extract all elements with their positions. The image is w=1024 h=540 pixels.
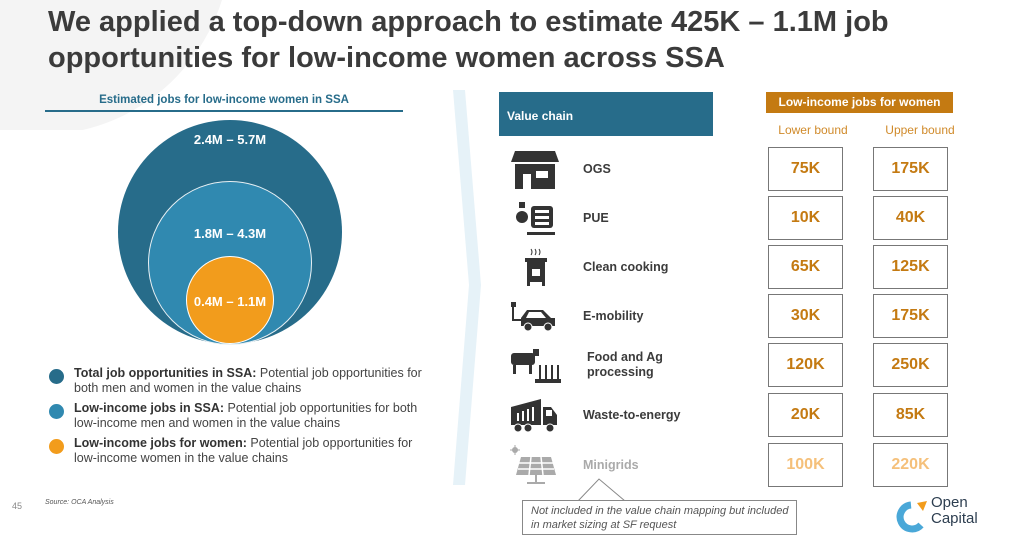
- solar-panel-icon: [510, 445, 556, 484]
- cow-crops-icon: [511, 349, 561, 383]
- lower-bound-value: 75K: [768, 147, 843, 191]
- legend-item: Total job opportunities in SSA: Potentia…: [46, 366, 426, 396]
- circle-label: 1.8M – 4.3M: [193, 226, 267, 241]
- slide-title: We applied a top-down approach to estima…: [48, 6, 889, 74]
- legend-dot: [49, 369, 64, 384]
- background-shape: [0, 0, 222, 130]
- row-label: Waste-to-energy: [583, 407, 681, 422]
- table-row: PUE 10K 40K: [499, 196, 959, 240]
- upper-bound-value: 125K: [873, 245, 948, 289]
- logo-mark-icon: [896, 501, 927, 533]
- open-capital-logo: Open Capital: [893, 495, 1003, 535]
- table-row: Minigrids 100K 220K: [499, 443, 959, 487]
- source-note: Source: OCA Analysis: [45, 499, 114, 506]
- legend-item: Low-income jobs in SSA: Potential job op…: [46, 401, 426, 431]
- callout-pointer: [577, 478, 626, 502]
- circle-women-jobs: 0.4M – 1.1M: [186, 256, 274, 344]
- lower-bound-value: 20K: [768, 393, 843, 437]
- value-chain-header: Value chain: [499, 92, 713, 136]
- row-label: OGS: [583, 161, 611, 176]
- page-number: 45: [12, 501, 23, 511]
- electric-car-icon: [511, 302, 555, 332]
- row-label: Minigrids: [583, 457, 639, 472]
- row-label: Food and Ag processing: [587, 350, 663, 379]
- legend-term: Low-income jobs in SSA:: [74, 401, 225, 415]
- upper-bound-value: 175K: [873, 147, 948, 191]
- lower-bound-value: 10K: [768, 196, 843, 240]
- lower-bound-value: 30K: [768, 294, 843, 338]
- upper-bound-value: 40K: [873, 196, 948, 240]
- lower-bound-value: 65K: [768, 245, 843, 289]
- upper-bound-value: 250K: [873, 343, 948, 387]
- upper-bound-value: 85K: [873, 393, 948, 437]
- legend-term: Total job opportunities in SSA:: [74, 366, 257, 380]
- circle-label: 2.4M – 5.7M: [193, 132, 267, 147]
- table-row: Waste-to-energy 20K 85K: [499, 393, 959, 437]
- upper-bound-value: 175K: [873, 294, 948, 338]
- row-label: PUE: [583, 210, 609, 225]
- truck-icon: [511, 399, 557, 433]
- cookstove-icon: [525, 248, 547, 286]
- legend-text: Potential job opportunities for both low…: [74, 401, 418, 430]
- circle-label: 0.4M – 1.1M: [193, 294, 267, 309]
- jobs-header: Low-income jobs for women: [766, 92, 953, 113]
- solar-house-icon: [511, 151, 559, 189]
- legend-item: Low-income jobs for women: Potential job…: [46, 436, 426, 466]
- chart-subtitle: Estimated jobs for low-income women in S…: [45, 94, 403, 112]
- legend-dot: [49, 439, 64, 454]
- table-row: Clean cooking 65K 125K: [499, 245, 959, 289]
- lower-bound-value: 100K: [768, 443, 843, 487]
- row-label: E-mobility: [583, 308, 644, 323]
- legend-text: Potential job opportunities for low-inco…: [74, 436, 413, 465]
- row-label: Clean cooking: [583, 259, 669, 274]
- table-row: E-mobility 30K 175K: [499, 294, 959, 338]
- motor-pump-icon: [516, 202, 555, 235]
- legend-dot: [49, 404, 64, 419]
- lower-bound-value: 120K: [768, 343, 843, 387]
- chevron-arrow-icon: [453, 90, 481, 485]
- table-row: Food and Ag processing 120K 250K: [499, 343, 959, 387]
- minigrids-note: Not included in the value chain mapping …: [522, 500, 797, 535]
- upper-bound-value: 220K: [873, 443, 948, 487]
- logo-text: Open Capital: [931, 494, 978, 527]
- legend-term: Low-income jobs for women:: [74, 436, 247, 450]
- legend-text: Potential job opportunities for both men…: [74, 366, 422, 395]
- table-row: OGS 75K 175K: [499, 147, 959, 191]
- upper-bound-label: Upper bound: [885, 123, 955, 137]
- lower-bound-label: Lower bound: [778, 123, 848, 137]
